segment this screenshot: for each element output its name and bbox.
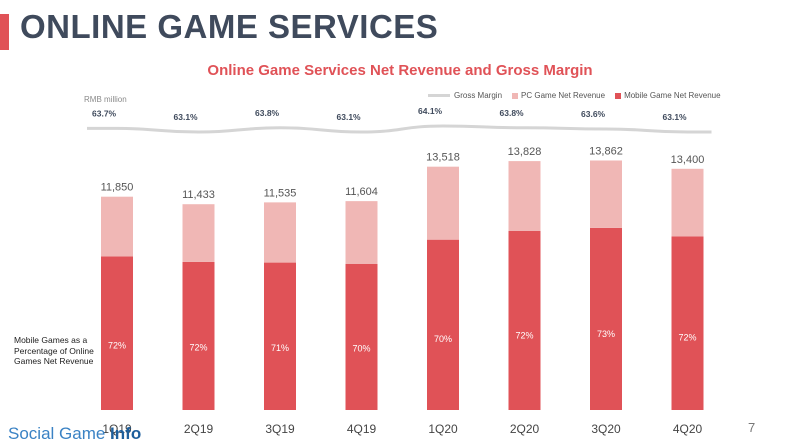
bar-mobile-1Q20: [427, 239, 459, 410]
bar-mobile-3Q19: [264, 262, 296, 410]
x-tick-label-2Q20: 2Q20: [510, 422, 540, 436]
total-label-4Q19: 11,604: [345, 186, 378, 198]
bar-mobile-2Q19: [182, 261, 215, 410]
gross-margin-label-1Q19: 63.7%: [92, 108, 117, 118]
bar-pc-2Q20: [508, 161, 541, 231]
x-tick-label-2Q19: 2Q19: [184, 422, 214, 436]
bar-mobile-4Q20: [671, 236, 704, 410]
bar-pc-3Q20: [590, 160, 622, 228]
bar-mobile-3Q20: [590, 227, 622, 410]
bar-pc-1Q20: [427, 166, 459, 240]
gross-margin-label-3Q20: 63.6%: [581, 109, 606, 119]
bar-mobile-1Q19: [101, 256, 133, 410]
x-tick-label-3Q19: 3Q19: [265, 422, 295, 436]
total-label-3Q20: 13,862: [589, 145, 623, 157]
watermark-text-strong: Info: [110, 424, 142, 443]
legend-label-pc-revenue: PC Game Net Revenue: [521, 91, 606, 100]
x-tick-label-4Q19: 4Q19: [347, 422, 377, 436]
total-label-4Q20: 13,400: [671, 154, 705, 166]
mobile-share-label-1Q20: 70%: [434, 334, 452, 344]
bar-pc-3Q19: [264, 202, 296, 263]
chart-title: Online Game Services Net Revenue and Gro…: [207, 62, 593, 79]
legend-swatch-pc-revenue: [512, 92, 519, 99]
mobile-share-label-2Q19: 72%: [189, 343, 207, 353]
legend-item-gross-margin: Gross Margin: [428, 91, 502, 100]
mobile-share-label-1Q19: 72%: [108, 341, 126, 351]
gross-margin-label-4Q20: 63.1%: [663, 112, 688, 122]
total-label-2Q20: 13,828: [508, 146, 542, 158]
gross-margin-label-3Q19: 63.8%: [255, 108, 280, 118]
bar-pc-2Q19: [182, 204, 215, 262]
gross-margin-label-2Q20: 63.8%: [500, 108, 525, 118]
mobile-share-label-3Q20: 73%: [597, 329, 615, 339]
bar-mobile-2Q20: [508, 230, 541, 410]
watermark-text: Social Game: [8, 424, 111, 443]
mobile-share-label-2Q20: 72%: [515, 330, 533, 340]
legend-swatch-mobile-revenue: [615, 92, 622, 99]
gross-margin-label-1Q20: 64.1%: [418, 106, 443, 116]
x-tick-label-4Q20: 4Q20: [673, 422, 703, 436]
page-title: ONLINE GAME SERVICES: [20, 8, 439, 45]
bar-pc-1Q19: [101, 196, 133, 257]
bar-pc-4Q19: [345, 201, 378, 264]
x-tick-label-1Q19: 1Q19: [102, 422, 132, 436]
legend-label-mobile-revenue: Mobile Game Net Revenue: [624, 91, 721, 100]
legend-line-gross-margin: [428, 94, 450, 97]
chart-legend: Gross Margin PC Game Net Revenue Mobile …: [428, 91, 731, 100]
total-label-1Q19: 11,850: [101, 182, 134, 194]
gross-margin-label-2Q19: 63.1%: [174, 112, 199, 122]
mobile-share-label-4Q19: 70%: [352, 344, 370, 354]
page-number: 7: [748, 420, 756, 435]
accent-bar: [0, 14, 9, 50]
x-tick-label-3Q20: 3Q20: [591, 422, 621, 436]
watermark-logo: Social Game Info: [8, 424, 141, 444]
gross-margin-label-4Q19: 63.1%: [337, 112, 362, 122]
bar-pc-4Q20: [671, 168, 704, 237]
mobile-share-label-3Q19: 71%: [271, 343, 289, 353]
units-label: RMB million: [84, 95, 127, 104]
bar-mobile-4Q19: [345, 263, 378, 410]
legend-label-gross-margin: Gross Margin: [454, 91, 503, 100]
x-tick-label-1Q20: 1Q20: [428, 422, 458, 436]
mobile-share-note: Mobile Games as a Percentage of Online G…: [14, 335, 94, 366]
total-label-3Q19: 11,535: [264, 187, 297, 199]
gross-margin-line: [87, 124, 712, 134]
total-label-2Q19: 11,433: [182, 189, 215, 201]
legend-item-mobile-revenue: Mobile Game Net Revenue: [615, 91, 721, 100]
mobile-share-label-4Q20: 72%: [678, 333, 696, 343]
legend-item-pc-revenue: PC Game Net Revenue: [512, 91, 605, 100]
total-label-1Q20: 13,518: [426, 152, 460, 164]
